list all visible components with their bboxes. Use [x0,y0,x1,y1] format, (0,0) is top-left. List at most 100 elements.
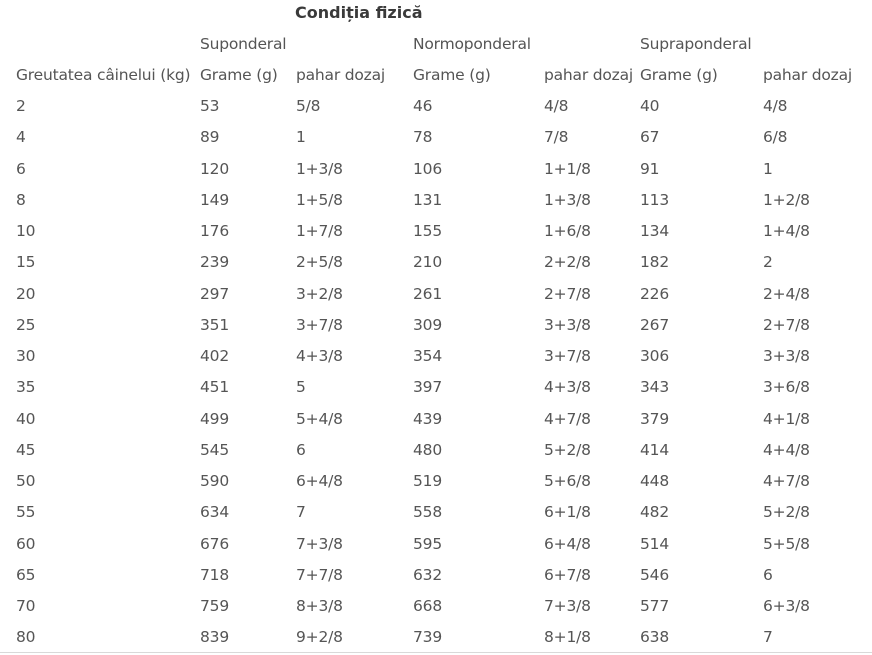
column-header-row: Greutatea câinelui (kg) Grame (g) pahar … [0,65,872,87]
cell-cup-normoponderal: 4+7/8 [544,409,591,428]
cell-grams-supraponderal: 482 [640,503,669,522]
cell-cup-suponderal: 5 [296,378,306,397]
cell-grams-suponderal: 176 [200,222,229,240]
table-row: 65 718 7+7/8 632 6+7/8 546 6 [0,565,872,587]
cell-weight: 25 [16,315,36,334]
cell-grams-normoponderal: 439 [413,409,442,428]
table-title: Condiția fizică [295,3,423,22]
cell-cup-suponderal: 7 [296,503,306,522]
cell-grams-suponderal: 499 [200,409,229,428]
cell-cup-supraponderal: 6 [763,565,773,584]
cell-cup-suponderal: 6 [296,440,306,459]
cell-weight: 15 [16,253,36,272]
cell-grams-suponderal: 120 [200,159,229,178]
cell-grams-suponderal: 590 [200,472,229,490]
cell-grams-suponderal: 89 [200,128,220,147]
cell-grams-normoponderal: 668 [413,597,442,615]
cell-cup-normoponderal: 2+7/8 [544,284,591,303]
cell-grams-supraponderal: 414 [640,440,669,459]
cell-cup-supraponderal: 4+1/8 [763,409,810,428]
table-row: 55 634 7 558 6+1/8 482 5+2/8 [0,502,872,524]
cell-cup-suponderal: 5+4/8 [296,409,343,428]
cell-cup-normoponderal: 3+7/8 [544,347,591,365]
cell-grams-normoponderal: 309 [413,315,442,334]
cell-grams-suponderal: 839 [200,628,229,647]
header-cup-supraponderal: pahar dozaj [763,66,853,84]
cell-grams-supraponderal: 182 [640,253,669,272]
cell-weight: 4 [16,128,26,147]
cell-grams-supraponderal: 134 [640,222,669,240]
cell-grams-normoponderal: 155 [413,222,442,240]
table-row: 2 53 5/8 46 4/8 40 4/8 [0,96,872,118]
group-normoponderal: Normoponderal [413,35,531,53]
table-row: 10 176 1+7/8 155 1+6/8 134 1+4/8 [0,221,872,243]
header-grams-normoponderal: Grame (g) [413,66,491,84]
cell-grams-suponderal: 297 [200,284,229,303]
table-row: 35 451 5 397 4+3/8 343 3+6/8 [0,377,872,399]
cell-cup-supraponderal: 2+7/8 [763,315,810,334]
group-header-row: Suponderal Normoponderal Supraponderal [0,34,872,56]
cell-grams-supraponderal: 379 [640,409,669,428]
cell-cup-suponderal: 2+5/8 [296,253,343,272]
cell-grams-suponderal: 634 [200,503,229,522]
cell-cup-supraponderal: 4+7/8 [763,472,810,490]
cell-grams-normoponderal: 261 [413,284,442,303]
cell-cup-suponderal: 1 [296,128,306,147]
cell-cup-normoponderal: 2+2/8 [544,253,591,272]
cell-cup-normoponderal: 1+3/8 [544,190,591,209]
cell-grams-normoponderal: 46 [413,97,433,115]
cell-grams-supraponderal: 40 [640,97,660,115]
cell-cup-suponderal: 3+7/8 [296,315,343,334]
header-grams-supraponderal: Grame (g) [640,66,718,84]
cell-weight: 45 [16,440,36,459]
cell-cup-suponderal: 8+3/8 [296,597,343,615]
cell-cup-supraponderal: 5+2/8 [763,503,810,522]
cell-cup-supraponderal: 3+6/8 [763,378,810,397]
cell-grams-supraponderal: 91 [640,159,660,178]
cell-grams-supraponderal: 546 [640,565,669,584]
cell-weight: 6 [16,159,26,178]
cell-grams-normoponderal: 480 [413,440,442,459]
table-row: 15 239 2+5/8 210 2+2/8 182 2 [0,252,872,274]
cell-cup-suponderal: 1+3/8 [296,159,343,178]
table-row: 4 89 1 78 7/8 67 6/8 [0,127,872,149]
cell-weight: 8 [16,190,26,209]
cell-grams-supraponderal: 67 [640,128,660,147]
cell-grams-suponderal: 759 [200,597,229,615]
cell-cup-supraponderal: 4+4/8 [763,440,810,459]
cell-cup-normoponderal: 8+1/8 [544,628,591,647]
table-row: 50 590 6+4/8 519 5+6/8 448 4+7/8 [0,471,872,493]
cell-grams-normoponderal: 739 [413,628,442,647]
cell-weight: 65 [16,565,36,584]
cell-grams-suponderal: 402 [200,347,229,365]
cell-cup-suponderal: 5/8 [296,97,321,115]
cell-cup-supraponderal: 6+3/8 [763,597,810,615]
cell-grams-normoponderal: 519 [413,472,442,490]
cell-grams-supraponderal: 306 [640,347,669,365]
cell-cup-suponderal: 7+3/8 [296,534,343,553]
cell-weight: 10 [16,222,36,240]
cell-grams-suponderal: 351 [200,315,229,334]
table-row: 80 839 9+2/8 739 8+1/8 638 7 [0,627,872,649]
cell-grams-normoponderal: 558 [413,503,442,522]
cell-grams-supraponderal: 113 [640,190,669,209]
cell-cup-supraponderal: 4/8 [763,97,788,115]
header-grams-suponderal: Grame (g) [200,66,278,84]
cell-cup-normoponderal: 1+1/8 [544,159,591,178]
cell-cup-suponderal: 1+5/8 [296,190,343,209]
table-row: 70 759 8+3/8 668 7+3/8 577 6+3/8 [0,596,872,618]
cell-grams-supraponderal: 577 [640,597,669,615]
cell-grams-supraponderal: 267 [640,315,669,334]
cell-grams-normoponderal: 595 [413,534,442,553]
cell-cup-normoponderal: 6+7/8 [544,565,591,584]
cell-cup-normoponderal: 1+6/8 [544,222,591,240]
cell-weight: 60 [16,534,36,553]
cell-weight: 20 [16,284,36,303]
cell-cup-supraponderal: 1+2/8 [763,190,810,209]
cell-grams-suponderal: 545 [200,440,229,459]
cell-cup-suponderal: 9+2/8 [296,628,343,647]
table-row: 40 499 5+4/8 439 4+7/8 379 4+1/8 [0,409,872,431]
cell-grams-supraponderal: 226 [640,284,669,303]
table-row: 60 676 7+3/8 595 6+4/8 514 5+5/8 [0,534,872,556]
cell-cup-normoponderal: 5+6/8 [544,472,591,490]
